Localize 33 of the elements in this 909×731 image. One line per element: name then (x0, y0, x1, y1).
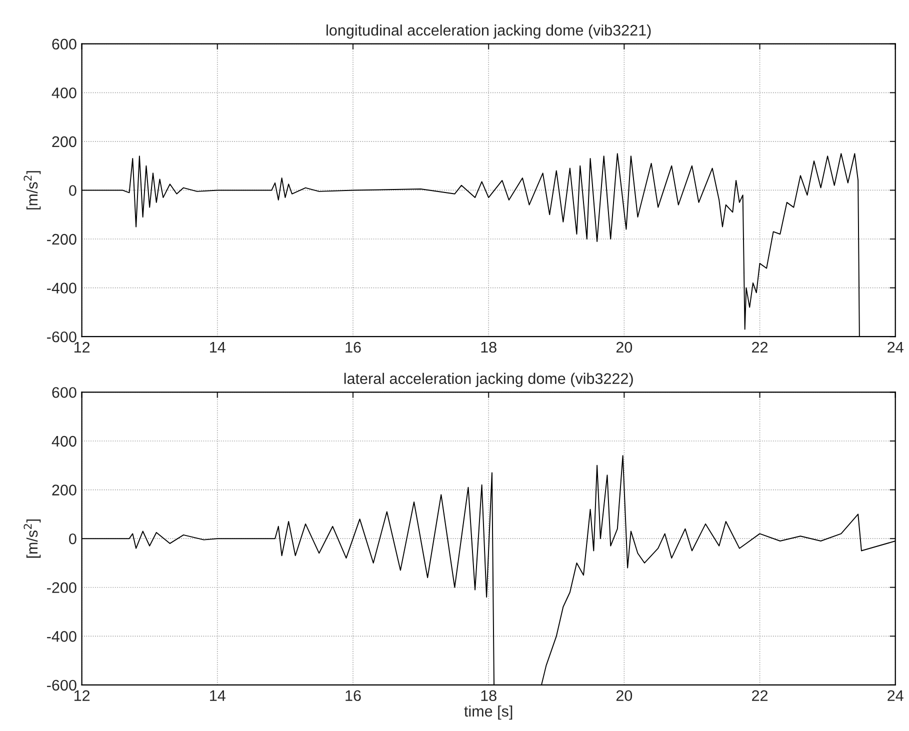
y-tick-label: 400 (52, 436, 76, 447)
x-axis-title: time [s] (464, 705, 512, 720)
y-tick-label: -400 (47, 631, 76, 642)
x-tick-label: 22 (752, 342, 768, 353)
x-tick-label: 20 (616, 342, 632, 353)
x-tick-label: 16 (346, 342, 361, 353)
y-tick-label: -600 (47, 331, 76, 342)
y-tick-label: 200 (52, 484, 76, 496)
y-tick-label: 600 (52, 387, 76, 398)
x-tick-label: 14 (210, 690, 226, 701)
x-tick-label: 24 (888, 342, 904, 353)
chart-title: lateral acceleration jacking dome (vib3222) (344, 372, 633, 388)
x-tick-label: 18 (481, 690, 496, 702)
y-axis-title: [m/s$^{2}$] (24, 519, 41, 558)
chart-title: longitudinal acceleration jacking dome (vib3221) (326, 24, 651, 39)
y-tick-label: 0 (69, 185, 76, 196)
x-tick-label: 12 (74, 690, 90, 701)
y-tick-label: 200 (52, 136, 76, 148)
y-tick-label: 400 (52, 88, 76, 98)
x-tick-label: 24 (888, 690, 904, 701)
y-tick-label: -400 (47, 282, 76, 294)
y-tick-label: 600 (52, 38, 76, 50)
y-axis-title: [m/s$^{2}$] (24, 171, 41, 210)
x-tick-label: 14 (210, 342, 226, 353)
y-tick-label: 0 (69, 533, 76, 544)
x-tick-label: 16 (346, 690, 361, 702)
y-tick-label: -200 (47, 234, 76, 245)
y-tick-label: -600 (47, 680, 76, 691)
x-tick-label: 22 (752, 690, 768, 701)
x-tick-label: 18 (481, 342, 496, 353)
x-tick-label: 12 (74, 342, 90, 353)
y-tick-label: -200 (47, 582, 76, 594)
x-tick-label: 20 (616, 690, 632, 702)
